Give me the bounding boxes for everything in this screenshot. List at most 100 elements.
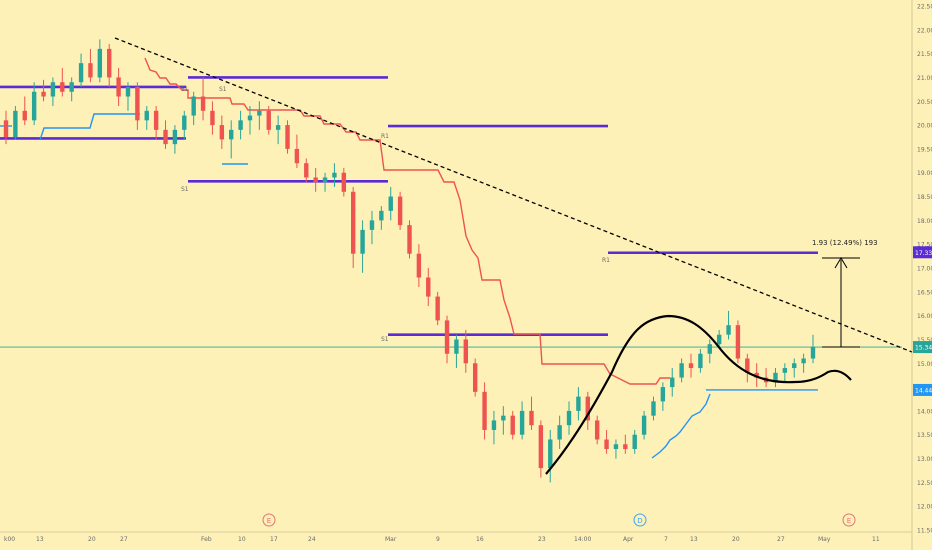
time-tick-label: 7: [664, 536, 668, 543]
candle: [31, 82, 37, 126]
candle-body: [135, 86, 140, 121]
candle-body: [435, 296, 440, 321]
support-price-badge: 14.44: [913, 383, 932, 396]
candle: [632, 429, 637, 454]
candle-body: [341, 172, 347, 192]
candle-body: [426, 277, 431, 297]
candle-body: [304, 163, 309, 178]
candle: [670, 368, 675, 397]
candle: [135, 82, 140, 130]
candle: [153, 106, 159, 140]
candle: [594, 415, 600, 445]
candle: [116, 67, 121, 107]
candle: [754, 363, 759, 388]
pivot-label: S1: [219, 86, 227, 93]
price-tick-label: 18.00: [917, 218, 932, 225]
price-tick-label: 15.00: [917, 361, 932, 368]
candle-body: [660, 387, 666, 402]
candle-body: [773, 372, 778, 383]
candle-body: [810, 347, 816, 359]
candle: [726, 310, 731, 340]
time-tick-label: 10: [238, 536, 246, 543]
candle-body: [670, 377, 675, 388]
pivot-label: R1: [381, 133, 389, 140]
candle-body: [31, 91, 37, 121]
support-band-line-3: [651, 393, 711, 459]
candle: [745, 353, 750, 383]
time-tick-label: Apr: [623, 536, 634, 543]
candle-body: [332, 172, 337, 178]
candle: [275, 115, 281, 145]
candle: [735, 320, 741, 364]
candle-body: [416, 253, 422, 278]
earnings-event-icon[interactable]: [262, 513, 276, 527]
candle-body: [707, 344, 712, 354]
candle: [454, 334, 459, 369]
support-band-line-1: [39, 113, 140, 141]
time-tick-label: 20: [88, 536, 96, 543]
candle-body: [641, 415, 647, 435]
candle-body: [501, 415, 506, 421]
candle-body: [754, 372, 759, 378]
downtrend-line[interactable]: [114, 37, 913, 353]
time-axis[interactable]: k00 13 20 27 Feb 10 17 24 Mar 9 16 23 14:00 Apr 7 13 20 2…: [4, 536, 880, 543]
pivot-label: R1: [602, 257, 610, 264]
candle: [472, 358, 478, 397]
candle-body: [238, 120, 243, 130]
candle-body: [529, 410, 534, 426]
price-range-measure[interactable]: 1.93 (12.49%) 193: [812, 239, 878, 348]
candle: [78, 53, 84, 87]
candle-body: [604, 439, 609, 450]
candle-body: [716, 334, 722, 345]
time-tick-label: 17: [270, 536, 278, 543]
candle: [613, 439, 619, 459]
event-markers[interactable]: E D E: [262, 513, 856, 527]
candle-body: [454, 339, 459, 354]
time-tick-label: 11: [872, 536, 880, 543]
earnings-event-icon[interactable]: [842, 513, 856, 527]
candle: [163, 120, 168, 149]
price-tick-label: 15.50: [917, 337, 932, 344]
candle: [576, 387, 581, 421]
candle-body: [360, 229, 365, 254]
candle: [491, 410, 497, 445]
candle-body: [632, 434, 637, 450]
candle: [651, 396, 656, 421]
candle: [792, 358, 797, 378]
candle-body: [88, 63, 93, 78]
time-tick-label: 16: [476, 536, 484, 543]
drawn-pattern-curve[interactable]: [545, 314, 852, 475]
dividend-event-icon[interactable]: [633, 513, 647, 527]
candle: [50, 77, 56, 107]
measure-label: 1.93 (12.49%) 193: [812, 239, 878, 247]
candle: [557, 415, 562, 450]
time-tick-label: 20: [732, 536, 740, 543]
candle-body: [294, 148, 300, 164]
candle: [519, 401, 525, 440]
price-tick-label: 20.50: [917, 99, 932, 106]
candle-body: [576, 396, 581, 411]
candle: [463, 329, 469, 373]
candle-body: [792, 363, 797, 369]
candle: [660, 382, 666, 411]
price-tick-label: 12.00: [917, 504, 932, 511]
price-tick-label: 22.00: [917, 27, 932, 34]
time-tick-label: Feb: [201, 536, 212, 543]
candle: [238, 110, 243, 140]
candle: [69, 77, 74, 102]
candle-body: [163, 129, 168, 145]
candle: [604, 429, 609, 454]
candle-body: [397, 196, 403, 226]
time-tick-label: Mar: [385, 536, 397, 543]
candle: [510, 410, 515, 440]
time-tick-label: k00: [4, 536, 15, 543]
candle-body: [285, 125, 290, 149]
candle: [501, 406, 506, 435]
price-axis[interactable]: 22.50 22.00 21.50 21.00 20.50 20.00 19.50 19.00…: [917, 4, 932, 535]
candle-body: [566, 410, 572, 426]
candle-body: [125, 86, 131, 97]
price-tick-label: 19.00: [917, 170, 932, 177]
candle: [257, 101, 262, 130]
candle: [22, 96, 27, 126]
